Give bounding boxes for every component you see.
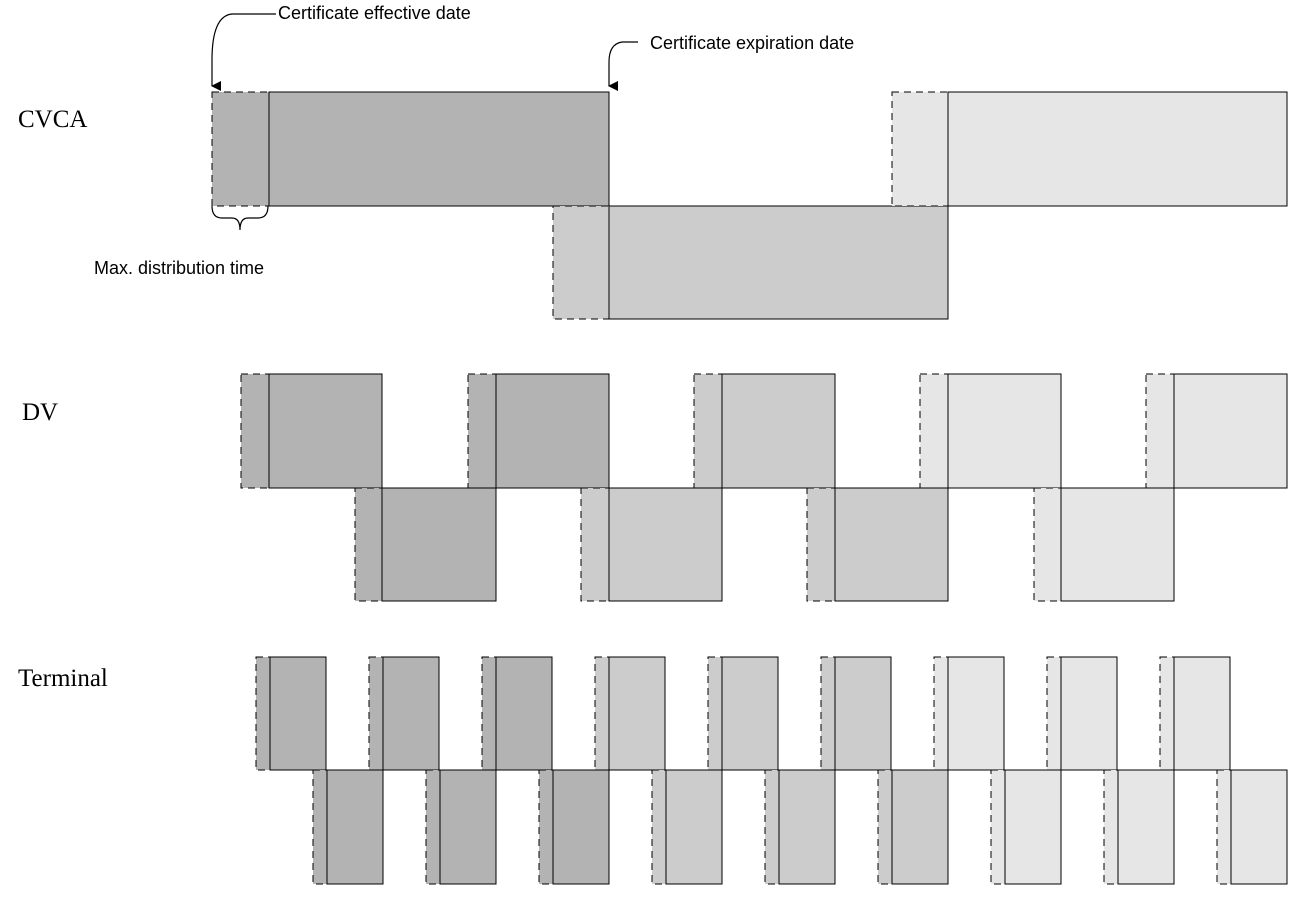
terminal-cert-top-9-distribution-window: [1159, 656, 1175, 771]
terminal-cert-bottom-3-distribution-window: [538, 769, 554, 885]
dv-cert-top-5-validity-period: [1173, 373, 1288, 489]
cvca-cert-2-distribution-window: [552, 205, 610, 320]
dv-cert-top-1-validity-period: [268, 373, 383, 489]
annotation-distribution-time: Max. distribution time: [94, 258, 264, 278]
terminal-cert-top-2-distribution-window: [368, 656, 384, 771]
cvca-cert-2-validity-period: [608, 205, 949, 320]
terminal-cert-bottom-6-distribution-window: [877, 769, 893, 885]
terminal-cert-top-1-distribution-window: [255, 656, 271, 771]
dv-cert-top-3-distribution-window: [693, 373, 723, 489]
dv-cert-bottom-2-distribution-window: [580, 487, 610, 602]
expiration-date-arrow: [608, 41, 638, 91]
dv-cert-bottom-3-validity-period: [834, 487, 949, 602]
certificate-bars: [211, 91, 1288, 885]
terminal-cert-top-3-validity-period: [495, 656, 553, 771]
terminal-cert-bottom-2-distribution-window: [425, 769, 441, 885]
dv-cert-top-1-distribution-window: [240, 373, 270, 489]
dv-cert-bottom-1-distribution-window: [354, 487, 383, 602]
dv-cert-top-4-validity-period: [947, 373, 1062, 489]
distribution-time-brace: [211, 205, 269, 231]
dv-cert-bottom-4-validity-period: [1060, 487, 1175, 602]
annotation-expiration-date: Certificate expiration date: [650, 33, 854, 53]
terminal-cert-top-1-validity-period: [269, 656, 327, 771]
terminal-cert-top-7-validity-period: [947, 656, 1005, 771]
terminal-cert-bottom-8-distribution-window: [1103, 769, 1119, 885]
terminal-cert-top-9-validity-period: [1173, 656, 1231, 771]
terminal-cert-bottom-1-distribution-window: [312, 769, 328, 885]
dv-cert-top-2-validity-period: [495, 373, 610, 489]
row-label-dv: DV: [22, 399, 58, 426]
terminal-cert-bottom-4-distribution-window: [651, 769, 667, 885]
terminal-cert-top-3-distribution-window: [481, 656, 497, 771]
dv-cert-bottom-4-distribution-window: [1033, 487, 1062, 602]
dv-cert-top-4-distribution-window: [919, 373, 949, 489]
terminal-cert-bottom-6-validity-period: [891, 769, 949, 885]
terminal-cert-bottom-7-distribution-window: [990, 769, 1006, 885]
terminal-cert-bottom-9-distribution-window: [1216, 769, 1232, 885]
terminal-cert-bottom-8-validity-period: [1117, 769, 1175, 885]
terminal-cert-bottom-9-validity-period: [1230, 769, 1288, 885]
row-label-cvca: CVCA: [18, 106, 87, 133]
terminal-cert-top-8-validity-period: [1060, 656, 1118, 771]
terminal-cert-top-8-distribution-window: [1046, 656, 1062, 771]
cvca-cert-3-distribution-window: [891, 91, 949, 207]
terminal-cert-top-6-distribution-window: [820, 656, 836, 771]
cvca-cert-1-distribution-window: [211, 91, 270, 207]
dv-cert-top-5-distribution-window: [1145, 373, 1175, 489]
terminal-cert-bottom-7-validity-period: [1004, 769, 1062, 885]
dv-cert-bottom-3-distribution-window: [806, 487, 836, 602]
terminal-cert-bottom-2-validity-period: [439, 769, 497, 885]
terminal-cert-top-2-validity-period: [382, 656, 440, 771]
terminal-cert-top-5-validity-period: [721, 656, 779, 771]
terminal-cert-bottom-4-validity-period: [665, 769, 723, 885]
terminal-cert-top-4-validity-period: [608, 656, 666, 771]
dv-cert-top-2-distribution-window: [467, 373, 497, 489]
cvca-cert-1-validity-period: [268, 91, 610, 207]
dv-cert-bottom-1-validity-period: [381, 487, 497, 602]
terminal-cert-bottom-5-validity-period: [778, 769, 836, 885]
terminal-cert-top-7-distribution-window: [933, 656, 949, 771]
terminal-cert-bottom-5-distribution-window: [764, 769, 780, 885]
cvca-cert-3-validity-period: [947, 91, 1288, 207]
dv-cert-bottom-2-validity-period: [608, 487, 723, 602]
terminal-cert-top-4-distribution-window: [594, 656, 610, 771]
effective-date-arrow: [211, 13, 276, 91]
dv-cert-top-3-validity-period: [721, 373, 836, 489]
terminal-cert-top-5-distribution-window: [707, 656, 723, 771]
annotation-effective-date: Certificate effective date: [278, 3, 471, 23]
row-label-terminal: Terminal: [18, 665, 108, 692]
terminal-cert-bottom-3-validity-period: [552, 769, 610, 885]
terminal-cert-bottom-1-validity-period: [326, 769, 384, 885]
terminal-cert-top-6-validity-period: [834, 656, 892, 771]
